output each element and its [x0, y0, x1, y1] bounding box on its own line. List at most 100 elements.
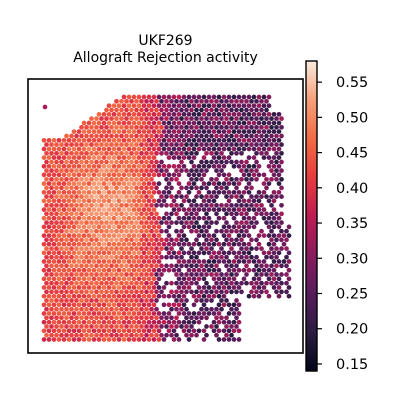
- spot-point: [86, 181, 92, 186]
- spot-point: [76, 137, 82, 143]
- spot-point: [211, 319, 217, 325]
- spot-point: [181, 233, 187, 238]
- spot-point: [119, 211, 124, 217]
- spot-point: [66, 285, 72, 290]
- spot-point: [146, 137, 152, 143]
- spot-point: [51, 285, 57, 290]
- spot-point: [121, 302, 127, 308]
- spot-point: [234, 211, 239, 217]
- spot-point: [146, 181, 152, 186]
- spot-point: [244, 246, 249, 251]
- spot-point: [226, 285, 232, 290]
- spot-point: [151, 198, 157, 204]
- spot-point: [179, 272, 184, 277]
- spot-point: [104, 116, 109, 121]
- spot-point: [191, 224, 197, 230]
- spot-point: [111, 207, 117, 212]
- spot-point: [216, 181, 222, 186]
- spot-point: [169, 150, 174, 156]
- spot-point: [261, 103, 267, 109]
- spot-point: [124, 306, 129, 312]
- spot-point: [271, 163, 277, 169]
- spot-point: [269, 280, 274, 286]
- spot-point: [74, 280, 79, 286]
- spot-point: [71, 241, 77, 247]
- spot-point: [129, 315, 134, 321]
- spot-point: [136, 285, 142, 290]
- spot-point: [204, 324, 209, 329]
- spot-point: [154, 237, 159, 243]
- spot-point: [241, 120, 247, 126]
- spot-point: [191, 198, 197, 204]
- spot-point: [84, 176, 89, 182]
- spot-point: [54, 324, 59, 329]
- spot-point: [131, 198, 137, 204]
- spot-point: [96, 181, 102, 186]
- spot-point: [59, 159, 64, 165]
- spot-point: [66, 198, 72, 204]
- spot-point: [106, 267, 112, 273]
- spot-point: [136, 163, 142, 169]
- spot-point: [179, 98, 184, 104]
- spot-point: [159, 228, 164, 234]
- spot-point: [194, 332, 199, 338]
- spot-point: [126, 111, 132, 117]
- spot-point: [139, 133, 144, 139]
- spot-point: [259, 202, 264, 208]
- spot-point: [286, 267, 292, 273]
- spot-point: [94, 280, 99, 286]
- spot-point: [74, 150, 79, 156]
- spot-point: [61, 155, 67, 160]
- spot-point: [109, 194, 114, 199]
- spot-point: [79, 315, 84, 321]
- spot-point: [239, 124, 244, 130]
- spot-point: [174, 168, 179, 173]
- spot-point: [139, 159, 144, 165]
- spot-point: [241, 137, 247, 143]
- spot-point: [176, 302, 182, 308]
- spot-point: [211, 198, 217, 204]
- spot-point: [154, 185, 159, 191]
- spot-point: [236, 137, 242, 143]
- spot-point: [176, 215, 182, 221]
- spot-point: [114, 237, 119, 243]
- spot-point: [129, 194, 134, 199]
- spot-point: [114, 280, 119, 286]
- spot-point: [171, 172, 177, 178]
- spot-point: [271, 259, 277, 264]
- spot-point: [191, 259, 197, 264]
- spot-point: [194, 298, 199, 303]
- spot-point: [224, 237, 229, 243]
- spot-point: [196, 241, 202, 247]
- spot-point: [159, 159, 164, 165]
- spot-point: [91, 311, 97, 316]
- spot-point: [41, 302, 47, 308]
- spot-point: [224, 315, 229, 321]
- spot-point: [66, 233, 72, 238]
- spot-point: [161, 137, 167, 143]
- spot-point: [259, 246, 264, 251]
- spot-point: [189, 159, 194, 165]
- spot-point: [126, 181, 132, 186]
- spot-point: [119, 150, 124, 156]
- spot-point: [81, 120, 87, 126]
- spot-point: [181, 155, 187, 160]
- spot-point: [124, 211, 129, 217]
- spot-point: [271, 224, 277, 230]
- spot-point: [81, 172, 87, 178]
- spot-point: [211, 120, 217, 126]
- spot-point: [99, 280, 104, 286]
- spot-point: [266, 103, 272, 109]
- spot-point: [271, 267, 277, 273]
- spot-point: [121, 94, 127, 100]
- spot-point: [191, 111, 197, 117]
- spot-point: [259, 280, 264, 286]
- spot-point: [94, 185, 99, 191]
- spot-point: [51, 215, 57, 221]
- spot-point: [109, 220, 114, 225]
- spot-point: [54, 263, 59, 269]
- spot-point: [184, 185, 189, 191]
- spot-point: [99, 211, 104, 217]
- spot-point: [119, 289, 124, 295]
- spot-point: [166, 129, 172, 134]
